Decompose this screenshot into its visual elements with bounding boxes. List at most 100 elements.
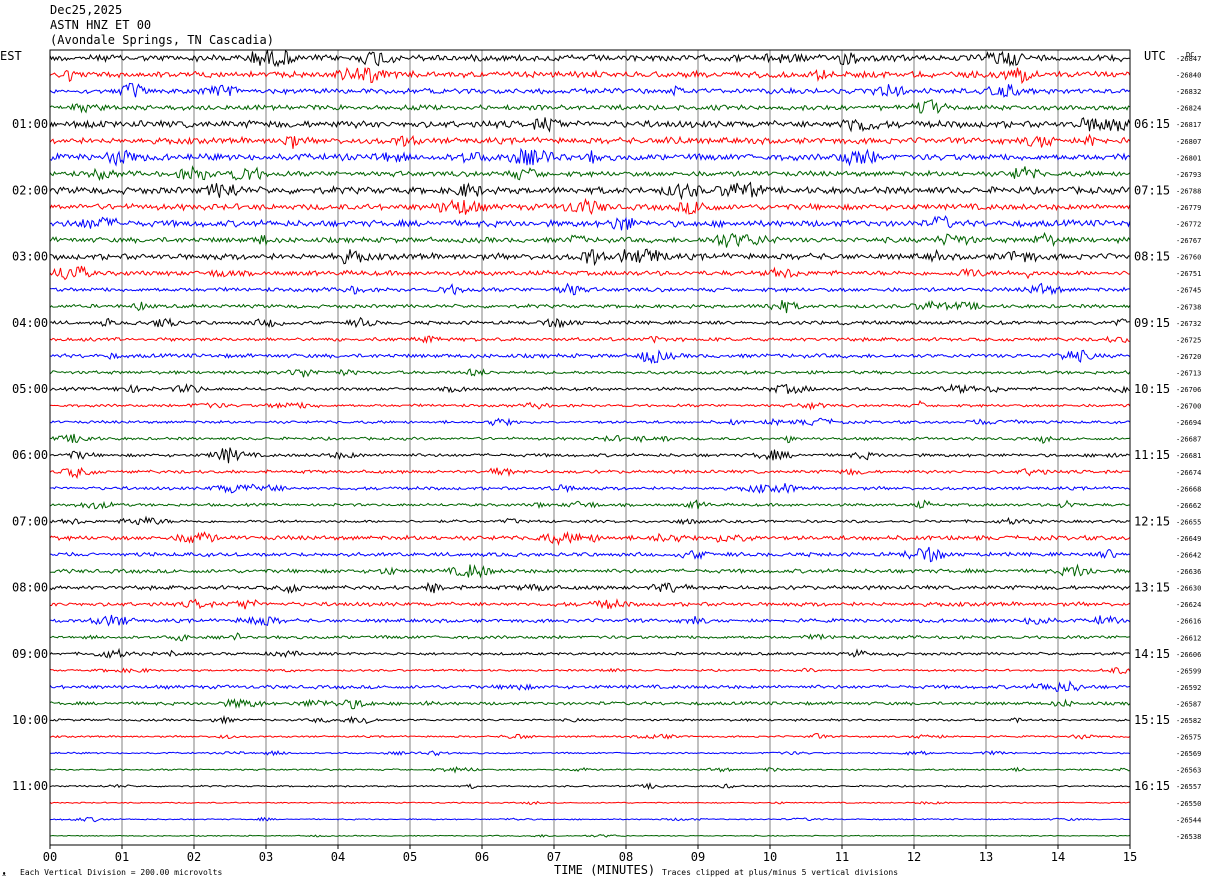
dc-offset-label: -26732 xyxy=(1176,320,1201,328)
seismic-trace xyxy=(49,165,1131,182)
corner-logo-icon: ᴥ xyxy=(2,869,6,878)
seismic-trace xyxy=(49,181,1131,201)
dc-offset-label: -26624 xyxy=(1176,601,1201,609)
header-station: ASTN HNZ ET 00 xyxy=(50,18,152,32)
clip-note: Traces clipped at plus/minus 5 vertical … xyxy=(662,868,898,877)
seismic-trace xyxy=(49,833,1131,838)
x-tick-label: 09 xyxy=(691,850,705,864)
seismic-trace xyxy=(49,667,1131,675)
seismic-trace xyxy=(49,632,1131,642)
seismic-trace xyxy=(50,483,1131,495)
seismic-trace xyxy=(49,147,1131,167)
time-grid xyxy=(121,50,1059,845)
est-hour-label: 02:00 xyxy=(12,183,48,197)
est-axis-title: EST xyxy=(0,49,22,63)
utc-hour-label: 13:15 xyxy=(1134,581,1170,595)
dc-offset-labels: -26847 -26840 -26832 -26824 -26817 -26807 -268… xyxy=(1176,55,1201,841)
dc-offset-label: -26550 xyxy=(1176,800,1201,808)
dc-offset-label: -26817 xyxy=(1176,121,1201,129)
dc-offset-label: -26575 xyxy=(1176,734,1201,742)
dc-offset-label: -26772 xyxy=(1176,221,1201,229)
est-hour-label: 08:00 xyxy=(12,581,48,595)
dc-offset-label: -26674 xyxy=(1176,469,1201,477)
x-tick-label: 02 xyxy=(187,850,201,864)
dc-offset-label: -26779 xyxy=(1176,204,1201,212)
dc-offset-label: -26544 xyxy=(1176,816,1201,824)
dc-offset-label: -26760 xyxy=(1176,254,1201,262)
dc-offset-label: -26630 xyxy=(1176,585,1201,593)
seismic-trace xyxy=(49,647,1131,659)
dc-offset-label: -26807 xyxy=(1176,138,1201,146)
seismic-trace xyxy=(49,316,1130,329)
seismic-trace xyxy=(49,447,1131,464)
seismic-trace xyxy=(49,765,1131,774)
dc-offset-label: -26738 xyxy=(1176,303,1201,311)
dc-offset-label: -26599 xyxy=(1176,667,1201,675)
dc-offset-label: -26569 xyxy=(1176,750,1201,758)
seismic-trace xyxy=(50,614,1131,627)
x-tick-label: 12 xyxy=(907,850,921,864)
seismic-trace xyxy=(49,49,1131,68)
seismic-trace xyxy=(49,335,1131,345)
seismic-trace xyxy=(49,680,1131,692)
seismic-trace xyxy=(49,400,1131,411)
dc-offset-label: -26706 xyxy=(1176,386,1201,394)
dc-offset-label: -26793 xyxy=(1176,171,1201,179)
seismic-trace xyxy=(49,99,1131,114)
seismic-trace xyxy=(50,598,1131,610)
dc-offset-label: -26687 xyxy=(1176,436,1201,444)
seismic-trace xyxy=(49,248,1131,267)
dc-offset-label: -26840 xyxy=(1176,72,1201,80)
seismic-trace xyxy=(49,299,1131,314)
x-tick-label: 01 xyxy=(115,850,129,864)
dc-offset-label: -26538 xyxy=(1176,833,1201,841)
seismic-trace xyxy=(49,781,1131,791)
seismic-trace xyxy=(49,117,1131,133)
seismic-trace xyxy=(49,714,1131,725)
seismic-trace xyxy=(49,530,1131,547)
seismic-trace xyxy=(49,231,1131,248)
x-tick-label: 00 xyxy=(43,850,57,864)
utc-hour-labels: 06:15 07:15 08:15 09:15 10:15 11:15 12:15 13:15… xyxy=(1134,117,1170,793)
seismic-trace xyxy=(49,349,1131,365)
seismic-trace xyxy=(49,433,1131,445)
x-tick-label: 08 xyxy=(619,850,633,864)
dc-offset-label: -26649 xyxy=(1176,535,1201,543)
x-tick-label: 07 xyxy=(547,850,561,864)
dc-offset-label: -26582 xyxy=(1176,717,1201,725)
dc-offset-label: -26824 xyxy=(1176,105,1201,113)
header-date: Dec25,2025 xyxy=(50,3,123,17)
dc-offset-label: -26725 xyxy=(1176,336,1201,344)
x-tick-label: 14 xyxy=(1051,850,1065,864)
dc-offset-label: -26745 xyxy=(1176,287,1201,295)
seismic-trace xyxy=(49,82,1131,98)
est-hour-label: 09:00 xyxy=(12,647,48,661)
est-hour-label: 05:00 xyxy=(12,382,48,396)
dc-offset-label: -26832 xyxy=(1176,88,1201,96)
seismic-trace xyxy=(49,368,1131,378)
seismic-trace xyxy=(49,417,1131,427)
est-hour-label: 06:00 xyxy=(12,448,48,462)
est-hour-label: 10:00 xyxy=(12,713,48,727)
utc-axis-title: UTC xyxy=(1144,49,1166,63)
utc-hour-label: 09:15 xyxy=(1134,316,1170,330)
utc-hour-label: 15:15 xyxy=(1134,713,1170,727)
utc-hour-label: 12:15 xyxy=(1134,514,1170,528)
seismic-trace xyxy=(50,563,1131,579)
est-hour-label: 01:00 xyxy=(12,117,48,131)
est-hour-label: 03:00 xyxy=(12,250,48,264)
seismic-trace xyxy=(49,581,1131,595)
utc-hour-label: 16:15 xyxy=(1134,779,1170,793)
est-hour-label: 04:00 xyxy=(12,316,48,330)
x-tick-label: 13 xyxy=(979,850,993,864)
seismic-trace xyxy=(49,66,1131,85)
utc-hour-label: 14:15 xyxy=(1134,647,1170,661)
seismic-traces xyxy=(49,49,1131,838)
x-tick-label: 11 xyxy=(835,850,849,864)
seismic-trace xyxy=(49,265,1131,281)
utc-hour-label: 06:15 xyxy=(1134,117,1170,131)
utc-hour-label: 10:15 xyxy=(1134,382,1170,396)
dc-offset-label: -26788 xyxy=(1176,187,1201,195)
utc-hour-label: 11:15 xyxy=(1134,448,1170,462)
dc-offset-label: -26587 xyxy=(1176,700,1201,708)
